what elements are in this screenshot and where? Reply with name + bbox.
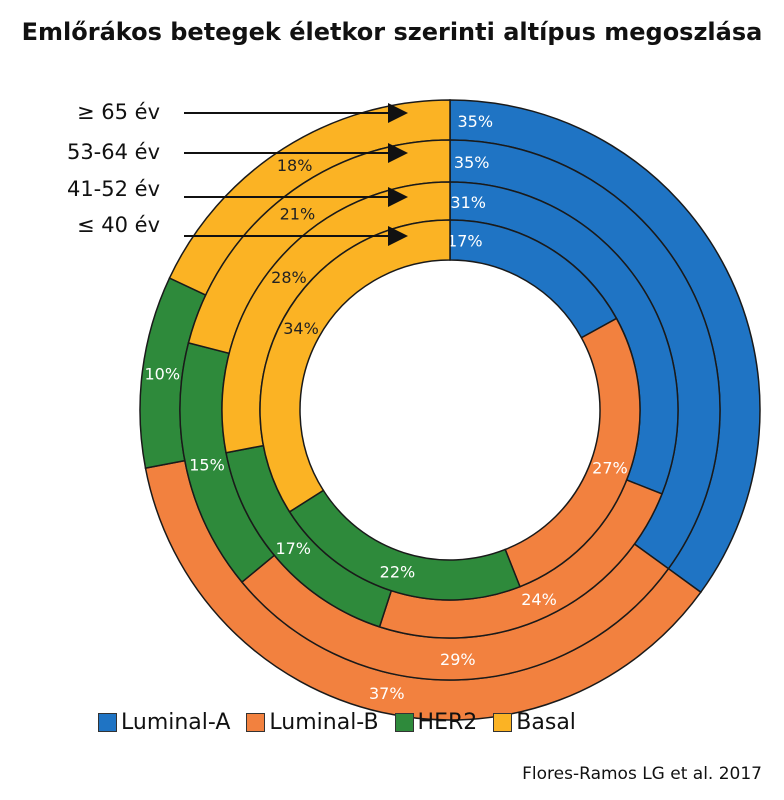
segment-40-minus-basal bbox=[259, 219, 451, 513]
legend-item-her2: HER2 bbox=[394, 710, 478, 735]
value-label-53-64-luminal-a: 35% bbox=[454, 153, 490, 172]
ring-label-41-52: 41-52 év bbox=[66, 177, 160, 201]
value-label-65-plus-her2: 10% bbox=[145, 365, 181, 384]
legend-label-her2: HER2 bbox=[417, 710, 478, 735]
value-label-40-minus-her2: 22% bbox=[380, 563, 416, 582]
legend-label-basal: Basal bbox=[516, 710, 576, 735]
ring-label-65-plus: ≥ 65 év bbox=[76, 100, 160, 124]
legend-item-luminal-b: Luminal-B bbox=[246, 710, 379, 735]
value-label-65-plus-basal: 18% bbox=[277, 156, 313, 175]
chart-title: Emlőrákos betegek életkor szerinti altíp… bbox=[21, 18, 763, 46]
value-label-41-52-basal: 28% bbox=[271, 268, 307, 287]
ring-label-40-minus: ≤ 40 év bbox=[76, 213, 160, 237]
value-label-40-minus-luminal-b: 27% bbox=[592, 459, 628, 478]
value-label-65-plus-luminal-a: 35% bbox=[457, 112, 493, 131]
legend-label-luminal-b: Luminal-B bbox=[269, 710, 379, 735]
legend-swatch-her2 bbox=[394, 713, 414, 732]
legend-swatch-basal bbox=[493, 713, 513, 732]
legend-item-luminal-a: Luminal-A bbox=[98, 710, 230, 735]
ring-label-53-64: 53-64 év bbox=[66, 140, 160, 164]
value-label-53-64-luminal-b: 29% bbox=[440, 650, 476, 669]
value-label-41-52-luminal-a: 31% bbox=[450, 193, 486, 212]
value-label-41-52-luminal-b: 24% bbox=[521, 590, 557, 609]
value-label-53-64-basal: 21% bbox=[280, 204, 316, 223]
legend-label-luminal-a: Luminal-A bbox=[121, 710, 231, 735]
legend-swatch-luminal-a bbox=[98, 713, 117, 732]
legend-item-basal: Basal bbox=[493, 710, 576, 735]
value-label-41-52-her2: 17% bbox=[275, 539, 311, 558]
value-label-65-plus-luminal-b: 37% bbox=[369, 684, 405, 703]
value-label-40-minus-luminal-a: 17% bbox=[447, 232, 483, 251]
value-label-53-64-her2: 15% bbox=[189, 455, 225, 474]
legend: Luminal-A Luminal-B HER2 Basal bbox=[98, 710, 592, 735]
value-label-40-minus-basal: 34% bbox=[283, 319, 319, 338]
source-citation: Flores-Ramos LG et al. 2017 bbox=[522, 764, 762, 784]
legend-swatch-luminal-b bbox=[246, 713, 266, 732]
